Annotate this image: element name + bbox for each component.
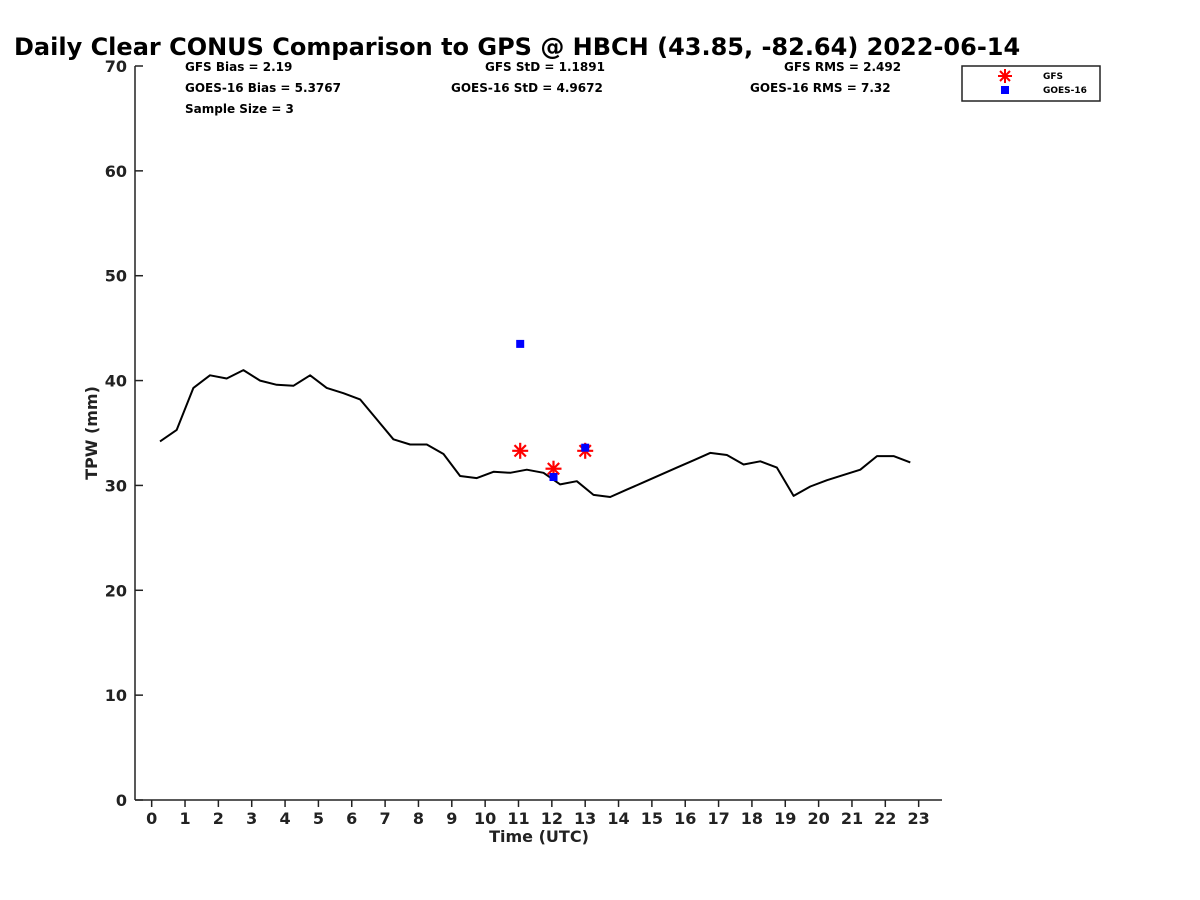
goes-16-point: [516, 339, 525, 348]
goes-16-point: [549, 473, 558, 481]
gps-tpw-line: [159, 369, 911, 498]
x-tick-label: 2: [213, 809, 224, 828]
x-tick-label: 6: [346, 809, 357, 828]
x-tick-label: 19: [774, 809, 796, 828]
x-tick-label: 20: [807, 809, 829, 828]
goes-16-point: [581, 443, 590, 452]
x-tick-label: 18: [741, 809, 763, 828]
x-tick-label: 10: [474, 809, 496, 828]
y-tick-label: 0: [116, 791, 127, 810]
x-tick-label: 17: [707, 809, 729, 828]
x-tick-label: 4: [279, 809, 290, 828]
gfs-rms-stat: GFS RMS = 2.492: [784, 60, 901, 74]
y-axis-ticks: 0 10 20 30 40 50 60 70: [105, 57, 143, 810]
x-tick-label: 0: [146, 809, 157, 828]
goes-rms-stat: GOES-16 RMS = 7.32: [750, 81, 891, 95]
legend-box: [961, 65, 1101, 102]
x-tick-label: 1: [179, 809, 190, 828]
x-axis: 0 1 2 3 4 5 6 7 8 9 10 11 12 13 14 15 16 17 18 19 20 21 22 23 T…: [135, 799, 942, 846]
y-axis-label: TPW (mm): [82, 386, 101, 480]
y-tick-label: 20: [105, 581, 127, 600]
x-tick-label: 7: [380, 809, 391, 828]
x-tick-label: 9: [446, 809, 457, 828]
x-tick-label: 8: [413, 809, 424, 828]
x-tick-label: 13: [574, 809, 596, 828]
x-tick-label: 16: [674, 809, 696, 828]
legend: GFS GOES-16: [961, 65, 1101, 102]
sample-size-stat: Sample Size = 3: [185, 102, 294, 116]
x-tick-label: 11: [507, 809, 529, 828]
goes-bias-stat: GOES-16 Bias = 5.3767: [185, 81, 341, 95]
x-tick-label: 22: [874, 809, 896, 828]
legend-gfs-label: GFS: [1043, 72, 1063, 82]
x-tick-label: 23: [908, 809, 930, 828]
y-tick-label: 70: [105, 57, 127, 76]
x-axis-ticks: 0 1 2 3 4 5 6 7 8 9 10 11 12 13 14 15 16 17 18 19 20 21 22 23: [146, 800, 930, 828]
legend-goes-square-icon: [1001, 86, 1009, 94]
x-tick-label: 21: [841, 809, 863, 828]
x-axis-label: Time (UTC): [489, 827, 589, 846]
x-tick-label: 15: [641, 809, 663, 828]
y-tick-label: 40: [105, 372, 127, 391]
gfs-std-stat: GFS StD = 1.1891: [485, 60, 605, 74]
y-tick-label: 60: [105, 162, 127, 181]
plot-area: [159, 339, 911, 498]
y-tick-label: 10: [105, 686, 127, 705]
y-tick-label: 30: [105, 476, 127, 495]
chart-title: Daily Clear CONUS Comparison to GPS @ HB…: [14, 33, 1020, 61]
x-tick-label: 12: [541, 809, 563, 828]
y-tick-label: 50: [105, 267, 127, 286]
gfs-bias-stat: GFS Bias = 2.19: [185, 60, 292, 74]
y-axis: 0 10 20 30 40 50 60 70 TPW (mm): [82, 57, 143, 810]
legend-goes-label: GOES-16: [1043, 86, 1087, 96]
x-tick-label: 5: [313, 809, 324, 828]
x-tick-label: 14: [607, 809, 629, 828]
goes-std-stat: GOES-16 StD = 4.9672: [451, 81, 603, 95]
gfs-point: [512, 442, 529, 459]
legend-gfs-star-icon: [998, 69, 1012, 83]
x-tick-label: 3: [246, 809, 257, 828]
